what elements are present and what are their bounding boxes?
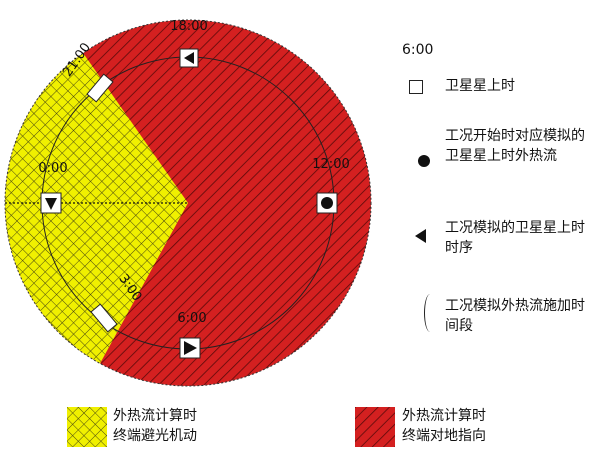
arc-segment-icon xyxy=(424,294,434,332)
yellow-legend-label: 外热流计算时 终端避光机动 xyxy=(113,408,197,444)
label-bottom: 6:00 xyxy=(177,311,206,326)
yellow-swatch xyxy=(67,407,107,447)
dot-icon xyxy=(321,197,333,209)
marker-right xyxy=(316,192,338,214)
marker-top xyxy=(179,48,199,68)
red-legend-label: 外热流计算时 终端对地指向 xyxy=(402,408,486,444)
legend-satellite-time: 卫星星上时 xyxy=(445,78,515,94)
marker-bottom xyxy=(179,337,201,359)
legend-sequence: 工况模拟的卫星星上时时序 xyxy=(445,220,585,256)
marker-lower-left xyxy=(90,303,118,333)
down-arrow-icon xyxy=(45,198,57,210)
marker-upper-left xyxy=(86,73,114,103)
outer-boundary xyxy=(4,19,372,387)
right-arrow-icon xyxy=(184,341,197,355)
label-top: 18:00 xyxy=(170,19,207,34)
left-arrow-icon xyxy=(184,52,194,64)
label-left: 0:00 xyxy=(38,161,67,176)
legend-title: 6:00 xyxy=(402,42,434,58)
label-right: 12:00 xyxy=(312,157,349,172)
black-dot-icon xyxy=(418,155,430,167)
red-swatch xyxy=(355,407,395,447)
left-arrow-icon xyxy=(415,229,426,243)
orbit-diagram: 18:00 12:00 6:00 0:00 21:00 3:00 xyxy=(4,19,372,387)
marker-left xyxy=(40,192,62,214)
legend-start-flux: 工况开始时对应模拟的卫星星上时外热流 xyxy=(445,128,585,164)
white-square-icon xyxy=(409,80,423,94)
legend-period: 工况模拟外热流施加时间段 xyxy=(445,298,585,334)
yellow-region xyxy=(5,20,188,386)
